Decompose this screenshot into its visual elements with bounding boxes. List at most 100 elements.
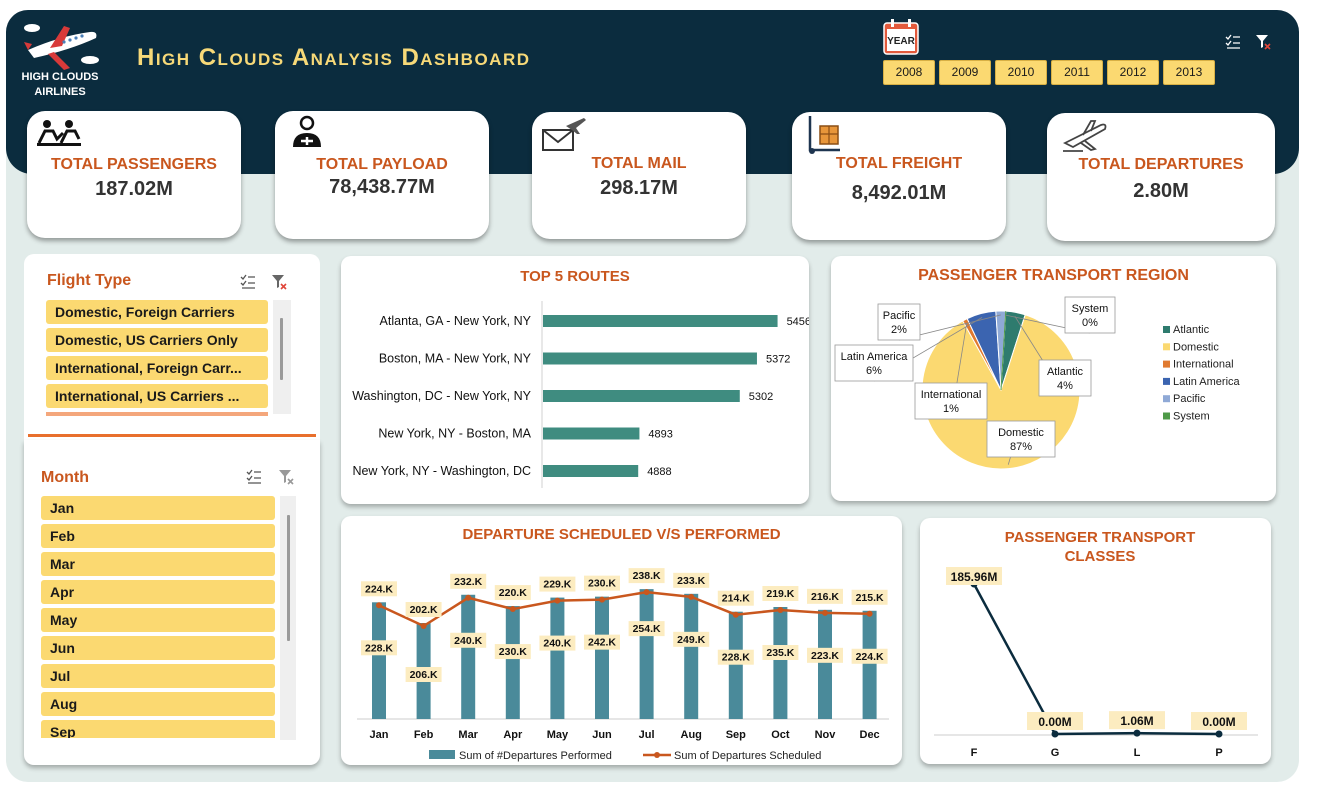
- kpi-label: TOTAL DEPARTURES: [1078, 156, 1244, 173]
- scheduled-point: [732, 611, 739, 618]
- pie-value-label: 0%: [1082, 317, 1098, 329]
- performed-bar: [639, 589, 654, 719]
- month-item-aug[interactable]: Aug: [41, 692, 275, 716]
- pie-value-label: 2%: [891, 324, 907, 336]
- pie-category-label: Atlantic: [1047, 366, 1084, 378]
- clear-filter-icon[interactable]: [277, 468, 295, 486]
- departures-combo-chart: Jan Feb Mar Apr May Jun Jul Aug Sep Oct Nov Dec 224.…: [357, 568, 889, 762]
- x-tick-label: Apr: [503, 729, 523, 741]
- month-scroll-thumb[interactable]: [287, 515, 290, 641]
- clear-filter-icon[interactable]: [1254, 33, 1272, 51]
- route-value-label: 4888: [647, 466, 671, 478]
- pie-category-label: Domestic: [998, 427, 1044, 439]
- scheduled-value-label: 206.K: [410, 669, 438, 681]
- kpi-value: 2.80M: [1133, 180, 1189, 202]
- classes-label-bg: [1109, 711, 1165, 730]
- performed-bar: [773, 607, 788, 719]
- month-item-feb[interactable]: Feb: [41, 524, 275, 548]
- month-item-may[interactable]: May: [41, 608, 275, 632]
- clear-filter-icon[interactable]: [270, 273, 288, 291]
- performed-label-bg: [807, 588, 843, 604]
- x-tick-label: Mar: [458, 729, 478, 741]
- scheduled-point: [866, 610, 873, 617]
- pie-callout-box: [914, 382, 988, 420]
- performed-value-label: 202.K: [410, 604, 438, 616]
- kpi-value: 78,438.77M: [329, 176, 435, 198]
- kpi-label: TOTAL MAIL: [591, 155, 687, 172]
- flight-type-item[interactable]: Domestic, US Carriers Only: [46, 328, 268, 352]
- legend-label-scheduled: Sum of Departures Scheduled: [674, 750, 821, 762]
- flight-type-scroll-thumb[interactable]: [280, 318, 283, 380]
- multi-select-icon[interactable]: [1224, 33, 1242, 51]
- legend-label: Latin America: [1173, 376, 1241, 388]
- scheduled-label-bg: [628, 621, 665, 637]
- month-item-mar[interactable]: Mar: [41, 552, 275, 576]
- scheduled-label-bg: [539, 635, 576, 651]
- multi-select-icon[interactable]: [245, 468, 263, 486]
- route-bar: [543, 465, 639, 477]
- performed-label-bg: [851, 589, 888, 605]
- classes-label-bg: [1027, 712, 1083, 730]
- pie-callout-box: [877, 303, 921, 341]
- month-item-sep[interactable]: Sep: [41, 720, 275, 738]
- pie-value-label: 4%: [1057, 380, 1073, 392]
- scheduled-label-bg: [673, 631, 710, 647]
- legend-swatch-performed: [429, 750, 455, 759]
- year-button-2011[interactable]: 2011: [1051, 60, 1103, 85]
- year-button-2013[interactable]: 2013: [1163, 60, 1215, 85]
- month-item-jun[interactable]: Jun: [41, 636, 275, 660]
- performed-label-bg: [539, 576, 576, 592]
- scheduled-value-label: 228.K: [365, 642, 393, 654]
- scheduled-label-bg: [405, 667, 442, 682]
- chart-title: DEPARTURE SCHEDULED V/S PERFORMED: [462, 526, 781, 543]
- year-button-2010[interactable]: 2010: [995, 60, 1047, 85]
- performed-bar: [550, 597, 565, 719]
- performed-bar: [862, 610, 877, 719]
- scheduled-value-label: 254.K: [633, 623, 661, 635]
- chart-title: PASSENGER TRANSPORT CLASSES: [1004, 529, 1196, 565]
- flight-type-item[interactable]: International, Foreign Carr...: [46, 356, 268, 380]
- route-value-label: 5372: [766, 354, 790, 366]
- year-button-2012[interactable]: 2012: [1107, 60, 1159, 85]
- month-item-apr[interactable]: Apr: [41, 580, 275, 604]
- year-button-2008[interactable]: 2008: [883, 60, 935, 85]
- performed-bar: [818, 609, 832, 719]
- classes-chart-panel: PASSENGER TRANSPORT CLASSES 185.96M F 0.00…: [920, 518, 1271, 764]
- multi-select-icon[interactable]: [239, 273, 257, 291]
- scheduled-point: [643, 589, 650, 596]
- performed-bar: [728, 611, 743, 719]
- legend-label-performed: Sum of #Departures Performed: [459, 750, 612, 762]
- performed-value-label: 215.K: [856, 592, 884, 604]
- top-routes-chart: Atlanta, GA - New York, NY 5456 Boston, MA…: [352, 301, 809, 488]
- month-item-jan[interactable]: Jan: [41, 496, 275, 520]
- flight-type-partial-item: [46, 412, 268, 416]
- route-bar: [543, 427, 640, 440]
- scheduled-label-bg: [717, 649, 754, 665]
- legend-label: Atlantic: [1173, 324, 1210, 336]
- pie-value-label: 1%: [943, 403, 959, 415]
- pie-callout-box: [986, 420, 1056, 458]
- flight-type-item[interactable]: International, US Carriers ...: [46, 384, 268, 408]
- x-tick-label: F: [971, 747, 978, 759]
- x-tick-label: Dec: [860, 729, 880, 741]
- kpi-label: TOTAL FREIGHT: [835, 155, 963, 172]
- flight-type-title: Flight Type: [47, 272, 132, 289]
- x-tick-label: L: [1134, 747, 1141, 759]
- route-bar: [543, 352, 757, 365]
- scheduled-value-label: 228.K: [722, 652, 750, 664]
- legend-swatch-scheduled-dot: [654, 752, 660, 758]
- pie-callout-box: [834, 344, 914, 382]
- scheduled-label-bg: [762, 645, 799, 660]
- route-value-label: 4893: [648, 429, 672, 441]
- route-label: New York, NY - Boston, MA: [378, 427, 531, 441]
- x-tick-label: P: [1215, 747, 1222, 759]
- scheduled-point: [822, 609, 828, 616]
- flight-type-item[interactable]: Domestic, Foreign Carriers: [46, 300, 268, 324]
- pie-value-label: 6%: [866, 365, 882, 377]
- year-button-2009[interactable]: 2009: [939, 60, 991, 85]
- kpi-card-total-mail: TOTAL MAIL 298.17M: [532, 112, 746, 239]
- x-tick-label: Oct: [771, 729, 790, 741]
- scheduled-value-label: 224.K: [856, 651, 884, 663]
- month-item-jul[interactable]: Jul: [41, 664, 275, 688]
- legend-label: International: [1173, 359, 1234, 371]
